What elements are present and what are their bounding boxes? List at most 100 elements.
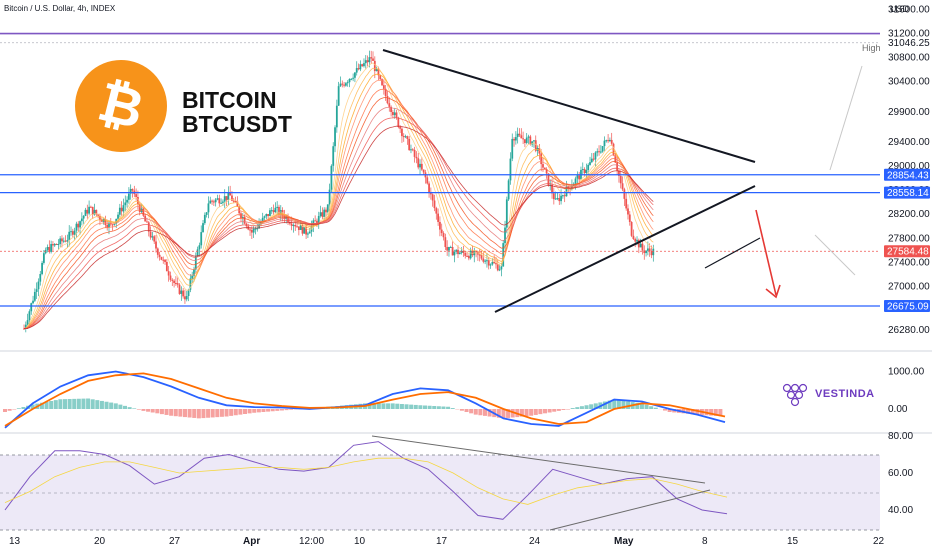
macd-histogram-bar [649,406,654,409]
macd-histogram-bar [533,409,538,415]
candle-body [290,223,293,226]
macd-histogram-bar [229,409,234,416]
candle-body [131,188,134,191]
ema-ribbon-line [23,88,654,330]
candle-body [337,86,340,106]
macd-histogram-bar [58,399,63,409]
macd-histogram-bar [566,409,571,410]
candle-body [231,195,233,201]
rsi-support-line[interactable] [549,489,711,531]
candle-body [646,248,649,251]
candle-body [53,243,56,246]
price-tag-box [884,299,930,312]
candle-body [390,106,392,112]
ascending-trendline[interactable] [494,185,756,313]
candle-body [48,246,51,252]
candle-body [62,240,65,242]
candle-body [252,228,255,233]
macd-histogram-bar [690,409,695,415]
candle-body [475,251,477,253]
short-support-line[interactable] [704,237,761,269]
candle-body [346,82,349,84]
candle-body [254,228,257,230]
candle-body [545,169,548,174]
candle-body [129,188,132,194]
macd-histogram-bar [709,409,714,416]
candle-body [552,193,555,200]
rsi-axis[interactable]: 80.00 60.00 40.00 [888,431,913,516]
candle-body [180,290,183,294]
macd-histogram-bar [395,403,400,409]
macd-histogram-bar [556,409,561,411]
vestinda-label: VESTINDA [815,388,875,400]
candle-body [630,221,633,236]
macd-histogram-bar [464,409,469,412]
candle-body [645,250,647,254]
candle-body [100,219,103,222]
candle-body [623,189,626,199]
price-tags: 31046.25 28854.43 28558.14 27584.48 26675.09 [884,38,930,312]
ema-ribbon-line [23,73,654,330]
rsi-divergence-line[interactable] [371,435,706,484]
candle-body [453,251,456,256]
candle-body [294,224,297,227]
macd-histogram-bar [109,402,114,409]
candle-body [395,112,398,118]
candle-body [560,195,562,202]
candle-body [339,83,342,87]
candle-body [319,212,322,217]
macd-histogram-bar [173,409,178,417]
candle-body [52,244,54,246]
candle-body [628,214,631,222]
candle-body [218,198,221,204]
candle-body [214,199,217,203]
candle-body [596,151,599,153]
candle-body [278,206,280,215]
descending-trendline[interactable] [382,49,756,163]
price-tick-label: 30800.00 [888,53,930,64]
candle-body [509,158,512,181]
candle-body [469,250,472,259]
bearish-arrow-shaft[interactable] [755,209,777,296]
macd-histogram-bar [266,409,271,412]
macd-histogram-bar [76,398,81,409]
macd-histogram-bar [529,409,534,416]
candle-body [408,138,411,151]
candle-body [565,186,568,197]
candle-body [32,300,34,304]
candle-body [533,140,535,142]
macd-histogram-bar [63,399,67,409]
macd-tick-label: 0.00 [888,404,908,415]
time-tick-label: 8 [702,536,708,547]
candle-body [495,263,497,265]
candle-body [64,240,67,242]
candle-body [212,201,215,203]
candle-body [625,198,628,209]
macd-histogram-bar [132,408,137,409]
candle-body [178,284,181,294]
candle-body [108,222,110,228]
candle-body [117,214,119,219]
candle-body [316,220,318,224]
candle-body [446,247,449,251]
macd-histogram-bar [501,409,506,419]
candle-body [435,208,438,214]
price-tag-box [884,168,930,181]
macd-axis[interactable]: 1000.00 0.00 [888,367,925,416]
candle-body [419,163,421,168]
candle-body [410,149,412,151]
candle-body [363,63,365,67]
candle-body [229,192,232,196]
candle-body [480,254,483,259]
time-axis[interactable]: 13 20 27 Apr 12:00 10 17 24 May 8 15 22 [9,536,885,547]
candle-body [561,195,564,197]
candle-body [632,235,635,240]
macd-histogram-bar [386,403,391,409]
candle-body [574,178,577,184]
candle-body [637,239,640,248]
candle-body [386,95,389,104]
candle-body [165,261,168,272]
price-tick-label: 27800.00 [888,233,930,244]
price-axis[interactable]: 26280.0026675.0027000.0027400.0027800.00… [888,4,930,335]
